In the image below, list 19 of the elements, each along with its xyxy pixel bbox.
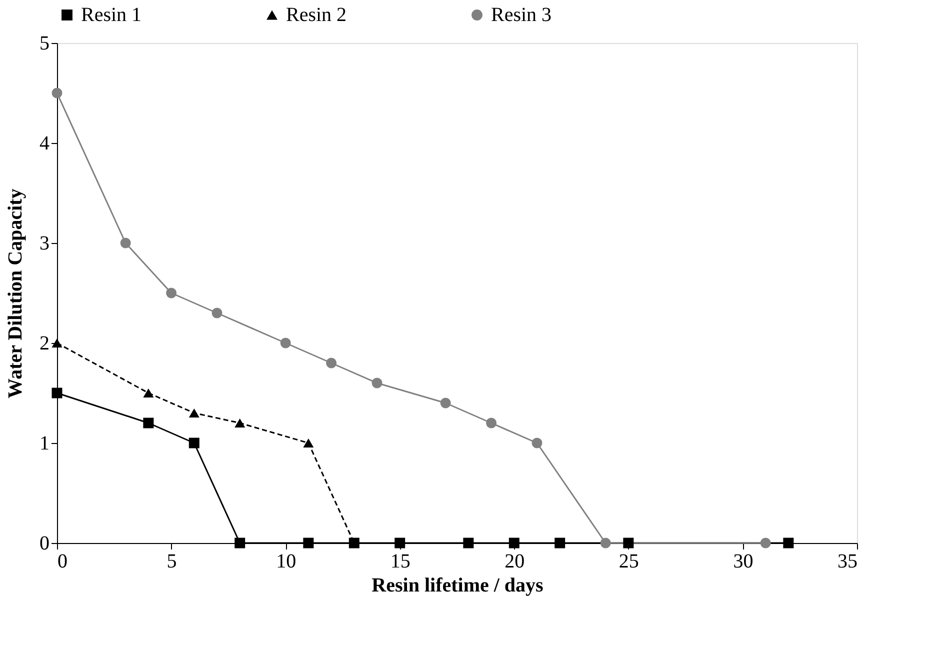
y-tick-label: 1 — [40, 432, 50, 454]
x-tick-label: 10 — [276, 550, 296, 572]
y-tick-label: 0 — [40, 532, 50, 554]
x-tick-label: 20 — [504, 550, 525, 572]
x-tick-label: 5 — [166, 550, 177, 572]
x-tick-label: 30 — [733, 550, 754, 572]
x-axis-title: Resin lifetime / days — [372, 574, 544, 596]
y-axis-title: Water Dilution Capacity — [4, 188, 26, 398]
y-tick-label: 2 — [40, 332, 50, 354]
legend-label: Resin 1 — [81, 4, 142, 26]
legend-label: Resin 2 — [286, 4, 347, 26]
y-tick-label: 4 — [40, 132, 50, 154]
x-tick-label: 15 — [390, 550, 410, 572]
x-tick-label: 25 — [618, 550, 639, 572]
y-tick-label: 5 — [40, 32, 50, 54]
y-tick-label: 3 — [40, 232, 50, 254]
legend-label: Resin 3 — [491, 4, 552, 26]
x-tick-label: 35 — [838, 550, 858, 572]
x-tick-label: 0 — [58, 550, 68, 572]
